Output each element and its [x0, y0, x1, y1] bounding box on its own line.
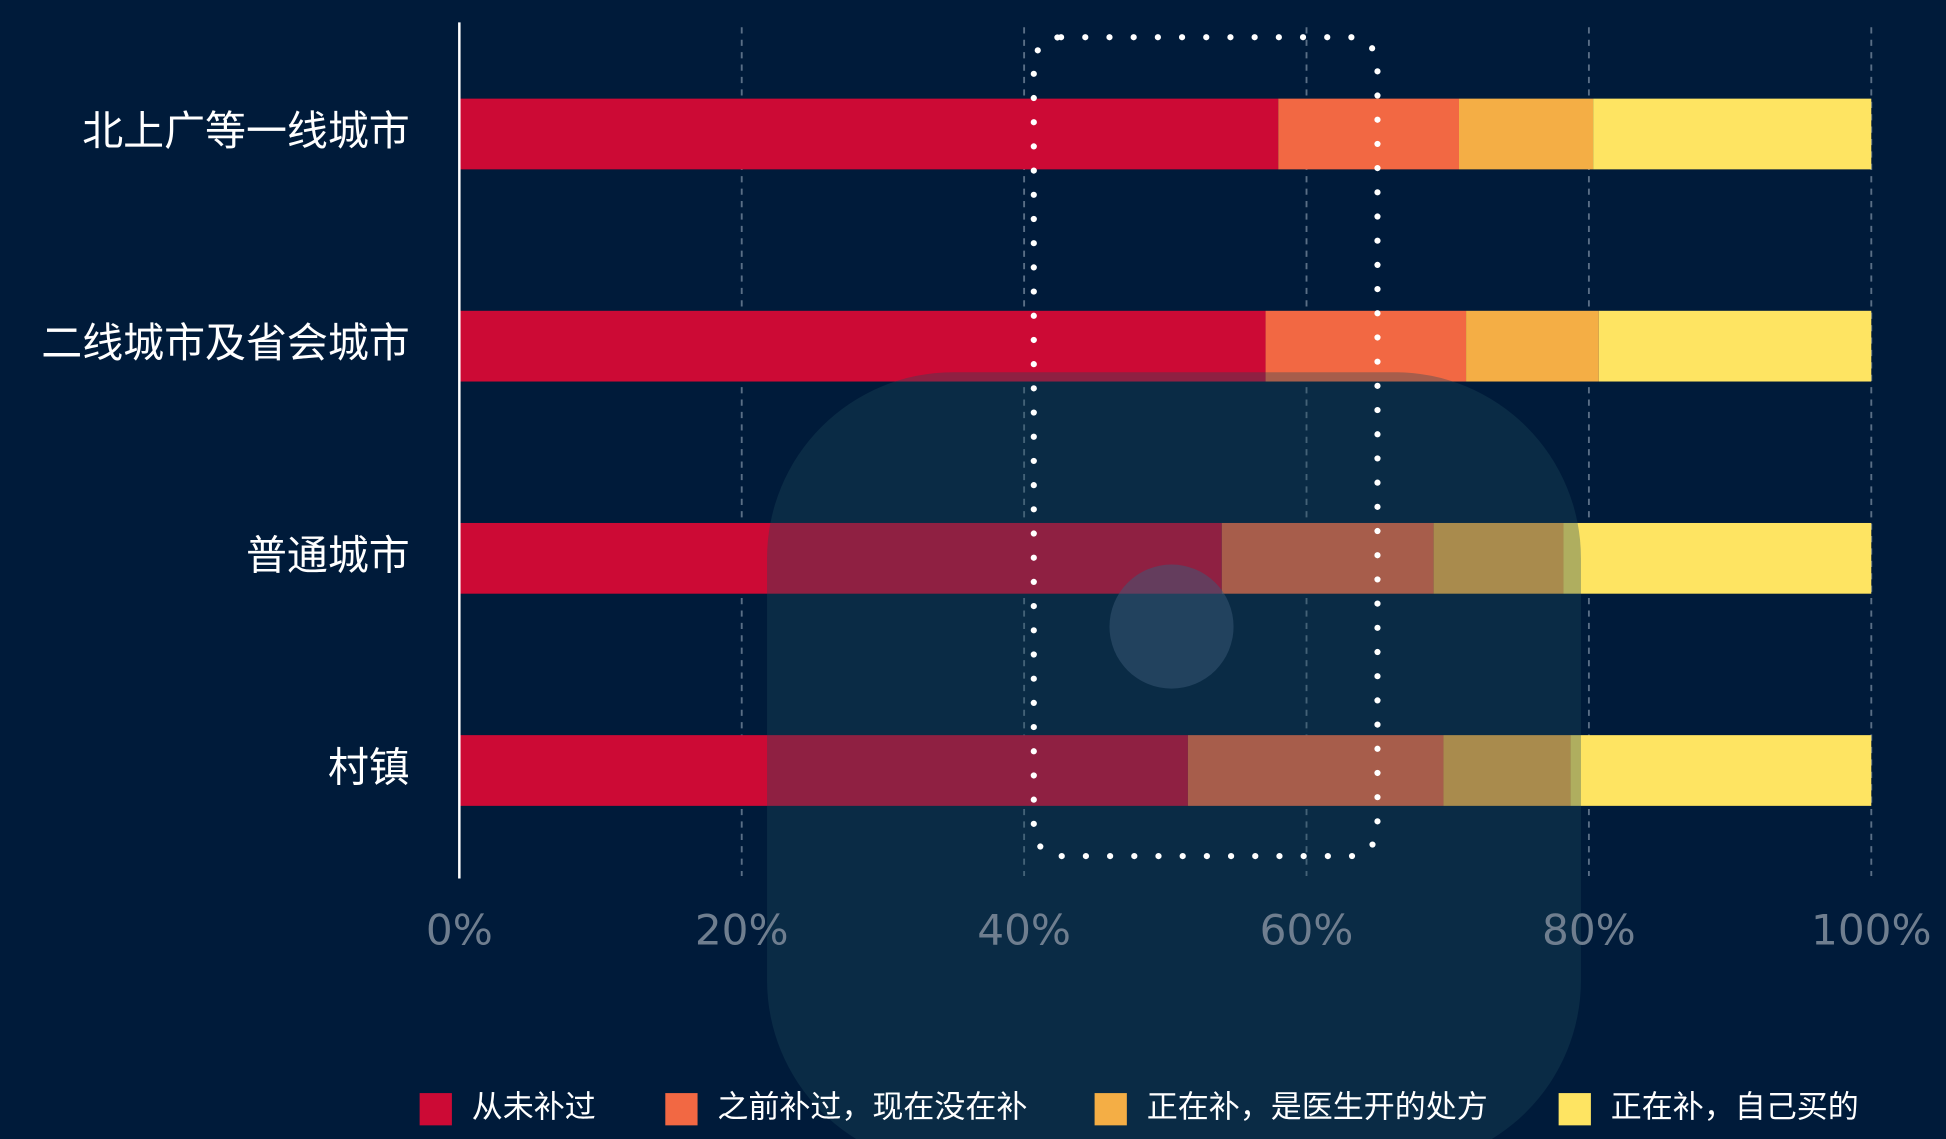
legend-swatch: [1558, 1093, 1591, 1126]
legend-swatch: [419, 1093, 452, 1126]
bar-segment: [1187, 735, 1444, 806]
legend-swatch: [665, 1093, 698, 1126]
legend-label: 正在补，是医生开的处方: [1147, 1090, 1488, 1126]
legend-label: 之前补过，现在没在补: [717, 1090, 1027, 1126]
bar-segment: [1466, 310, 1599, 382]
y-tick-label: 村镇: [328, 743, 410, 791]
x-tick-label: 80%: [1542, 906, 1636, 955]
x-tick-label: 60%: [1260, 906, 1354, 955]
bar-segment: [459, 98, 1279, 170]
bar-segment: [459, 522, 1222, 594]
bar-segment: [1598, 310, 1872, 382]
bar-segment: [1265, 310, 1467, 382]
x-tick-label: 0%: [426, 906, 493, 955]
label-layer: 0% 20% 40% 60% 80% 100% 北上广等一线城市二线城市及省会城市普通城市村…: [41, 107, 1931, 1126]
y-tick-label: 二线城市及省会城市: [41, 319, 409, 367]
watermark-dot: [1109, 564, 1234, 689]
legend-label: 正在补，自己买的: [1611, 1090, 1859, 1126]
x-tick-label: 20%: [695, 906, 789, 955]
legend-label: 从未补过: [472, 1090, 596, 1126]
bar-segment: [1459, 98, 1594, 170]
bar-segment: [1593, 98, 1872, 170]
highlight-annotation: [1030, 34, 1381, 860]
bar-segment: [1563, 522, 1872, 594]
watermark: [767, 372, 1581, 1139]
bar-segment: [1278, 98, 1460, 170]
bar-segment: [1570, 735, 1872, 806]
y-tick-label: 北上广等一线城市: [82, 107, 410, 155]
bar-segment: [459, 310, 1266, 382]
bar-segment: [1443, 735, 1571, 806]
bar-layer: [459, 98, 1872, 806]
y-tick-label: 普通城市: [246, 531, 410, 579]
bar-segment: [1433, 522, 1564, 594]
x-tick-label: 40%: [977, 906, 1071, 955]
x-tick-label: 100%: [1811, 906, 1932, 955]
bar-segment: [459, 735, 1188, 806]
bar-segment: [1221, 522, 1434, 594]
legend-swatch: [1094, 1093, 1127, 1126]
